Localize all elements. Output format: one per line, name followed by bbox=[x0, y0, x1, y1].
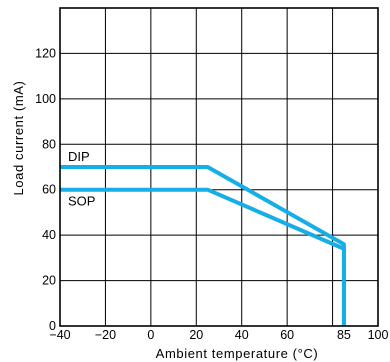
y-tick-label: 60 bbox=[42, 183, 56, 197]
x-tick-label: −40 bbox=[49, 328, 70, 342]
y-axis-label: Load current (mA) bbox=[11, 81, 26, 196]
y-tick-label: 120 bbox=[35, 46, 56, 60]
x-tick-label: 20 bbox=[189, 328, 203, 342]
chart-series bbox=[60, 165, 346, 326]
x-tick-label: 85 bbox=[337, 328, 351, 342]
y-tick-label: 40 bbox=[42, 228, 56, 242]
y-axis-ticks: 0 20 40 60 80 100 120 bbox=[35, 46, 56, 333]
x-tick-label: −20 bbox=[95, 328, 116, 342]
y-tick-label: 100 bbox=[35, 92, 56, 106]
x-tick-label: 60 bbox=[280, 328, 294, 342]
series-line-sop bbox=[60, 187, 346, 326]
x-axis-label: Ambient temperature (°C) bbox=[156, 346, 319, 361]
series-label-sop: SOP bbox=[68, 194, 95, 209]
y-tick-label: 20 bbox=[42, 274, 56, 288]
y-tick-label: 0 bbox=[49, 319, 56, 333]
x-tick-label: 40 bbox=[235, 328, 249, 342]
x-tick-label: 100 bbox=[368, 328, 389, 342]
plot-frame bbox=[59, 7, 379, 327]
series-labels: DIP SOP bbox=[68, 149, 95, 209]
y-tick-label: 80 bbox=[42, 137, 56, 151]
x-axis-ticks: −40 −20 0 20 40 60 85 100 bbox=[49, 328, 388, 342]
series-label-dip: DIP bbox=[68, 149, 90, 164]
x-tick-label: 0 bbox=[147, 328, 154, 342]
